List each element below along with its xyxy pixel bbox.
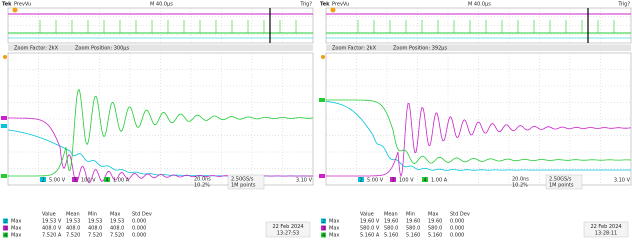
position-percent: 10.2%	[512, 183, 528, 189]
table-cell: 19.60	[428, 219, 442, 225]
table-cell: 19.60 V	[360, 219, 380, 225]
table-cell: 580.0 V	[360, 226, 380, 232]
table-cell: 7.520	[110, 233, 124, 239]
row-channel: 2	[322, 219, 325, 225]
table-cell: 0.000	[132, 226, 146, 232]
table-cell: 5.160	[428, 233, 442, 239]
table-cell: 19.53	[110, 219, 124, 225]
trigger-marker	[13, 8, 18, 13]
zoom-factor: Zoom Factor: 2kX	[14, 46, 59, 52]
row-measure: Max	[329, 226, 339, 232]
table-cell: 5.160 A	[360, 233, 380, 239]
timebase: M 40.0µs	[468, 2, 491, 8]
table-header: Max	[110, 212, 120, 218]
channel-ground-marker	[319, 98, 325, 102]
row-measure: Max	[11, 226, 21, 232]
table-cell: 7.520	[88, 233, 102, 239]
table-cell: 580.0	[384, 226, 398, 232]
row-channel: 2	[4, 219, 7, 225]
channel-ground-marker	[1, 116, 7, 120]
table-cell: 408.0	[88, 226, 102, 232]
record-length: 1M points	[549, 183, 574, 189]
row-measure: Max	[11, 219, 21, 225]
channel-scale: 1.00 A	[431, 177, 448, 183]
table-cell: 19.60	[406, 219, 420, 225]
row-measure: Max	[329, 219, 339, 225]
channel-ground-marker	[1, 124, 7, 128]
table-header: Std Dev	[450, 212, 470, 218]
trigger-status: Trig?	[299, 2, 312, 8]
table-cell: 580.0	[406, 226, 420, 232]
table-cell: 408.0 V	[42, 226, 62, 232]
channel-scale: 100 V	[81, 177, 96, 183]
time: 13:28:11	[595, 231, 617, 237]
row-channel: 4	[322, 233, 325, 239]
zoom-factor: Zoom Factor: 2kX	[332, 46, 377, 52]
channel-id: 2	[360, 177, 363, 183]
channel-ground-marker	[319, 174, 325, 178]
scope-screens: TekPrevVuM 40.0µsTrig?Zoom Factor: 2kXZo…	[0, 0, 632, 242]
table-cell: 7.520 A	[42, 233, 62, 239]
table-header: Max	[428, 212, 438, 218]
table-cell: 5.160	[384, 233, 398, 239]
channel-scale: 5.00 V	[49, 177, 66, 183]
brand: Tek	[320, 2, 330, 8]
table-cell: 5.160	[406, 233, 420, 239]
table-cell: 19.60	[384, 219, 398, 225]
timebase: M 40.0µs	[150, 2, 173, 8]
position-percent: 10.2%	[194, 183, 210, 189]
table-cell: 19.53	[88, 219, 102, 225]
table-cell: 0.000	[132, 219, 146, 225]
channel-scale: 5.00 V	[367, 177, 384, 183]
mode: PrevVu	[14, 2, 31, 8]
channel-id: 2	[42, 177, 45, 183]
trigger-status: Trig?	[617, 2, 630, 8]
channel-scale: 1.00 A	[113, 177, 130, 183]
table-cell: 408.0	[66, 226, 80, 232]
zoom-position: Zoom Position: 392µs	[393, 46, 447, 52]
channel-ground-marker	[1, 174, 7, 178]
channel-id: 3	[392, 177, 395, 183]
table-header: Mean	[384, 212, 398, 218]
row-channel: 3	[322, 226, 325, 232]
zoom-position: Zoom Position: 300µs	[75, 46, 129, 52]
record-length: 1M points	[231, 183, 256, 189]
row-measure: Max	[329, 233, 339, 239]
table-cell: 580.0	[428, 226, 442, 232]
channel-scale: 100 V	[399, 177, 414, 183]
trigger-marker	[3, 55, 7, 59]
table-header: Min	[88, 212, 97, 218]
date: 22 Feb 2024	[272, 224, 303, 230]
channel-id: 3	[74, 177, 77, 183]
table-header: Value	[360, 212, 374, 218]
table-header: Mean	[66, 212, 80, 218]
row-channel: 4	[4, 233, 7, 239]
channel-id: 4	[424, 177, 427, 183]
time: 13:27:53	[277, 231, 299, 237]
table-cell: 19.53 V	[42, 219, 62, 225]
table-cell: 0.000	[132, 233, 146, 239]
trigger-marker	[321, 55, 325, 59]
table-cell: 0.000	[450, 226, 464, 232]
trigger-level: 3.10 V	[614, 178, 631, 184]
channel-id: 4	[106, 177, 109, 183]
table-cell: 0.000	[450, 233, 464, 239]
row-measure: Max	[11, 233, 21, 239]
trigger-marker	[331, 8, 336, 13]
table-cell: 0.000	[450, 219, 464, 225]
table-cell: 7.520	[66, 233, 80, 239]
date: 22 Feb 2024	[590, 224, 621, 230]
table-header: Std Dev	[132, 212, 152, 218]
table-header: Value	[42, 212, 56, 218]
mode: PrevVu	[332, 2, 349, 8]
table-cell: 408.0	[110, 226, 124, 232]
row-channel: 3	[4, 226, 7, 232]
table-cell: 19.53	[66, 219, 80, 225]
brand: Tek	[2, 2, 12, 8]
table-header: Min	[406, 212, 415, 218]
trigger-level: 3.10 V	[296, 178, 313, 184]
